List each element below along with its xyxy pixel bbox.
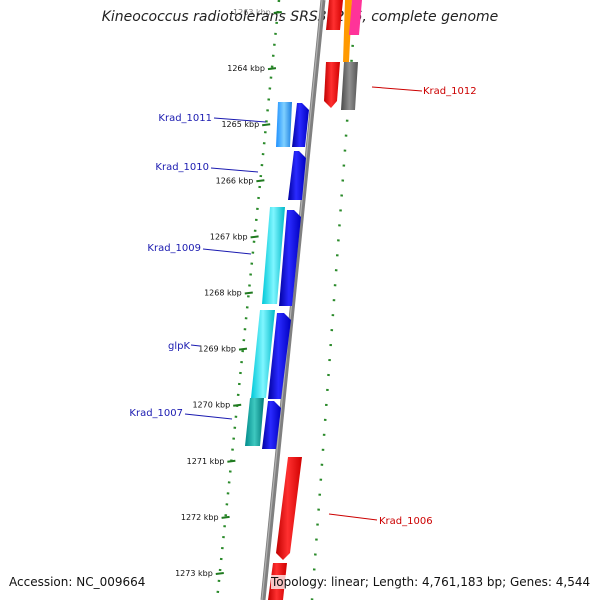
ruler-tick-label-1272: 1272 kbp [181, 513, 219, 522]
accession-text: Accession: NC_009664 [9, 575, 146, 589]
ruler-tick-label-1268: 1268 kbp [204, 289, 242, 298]
ruler-tick-1271 [227, 459, 236, 463]
gene-red-top[interactable] [326, 0, 343, 30]
ruler-tick-1266 [256, 179, 265, 183]
leader-krad-1011 [213, 117, 267, 123]
gene-label-glpk[interactable]: glpK [168, 341, 190, 352]
gene-blue-arrow-5[interactable] [262, 401, 281, 449]
gene-label-krad-1006[interactable]: Krad_1006 [379, 516, 433, 527]
gene-blue-arrow-3[interactable] [279, 210, 301, 306]
gene-krad-1009-feature[interactable] [262, 207, 285, 304]
leader-krad-1010 [210, 167, 259, 173]
leader-krad-1007 [184, 413, 233, 420]
gene-blue-arrow-4[interactable] [268, 313, 291, 399]
ruler-tick-label-1264: 1264 kbp [227, 64, 265, 73]
genome-backbone [260, 0, 326, 600]
ruler-tick-1268 [244, 291, 253, 295]
gene-glpk-feature[interactable] [251, 310, 275, 398]
gene-krad-1007-feature[interactable] [245, 398, 264, 446]
ruler-tick-label-1270: 1270 kbp [192, 401, 230, 410]
ruler-tick-1265 [262, 123, 271, 127]
genome-summary-text: Topology: linear; Length: 4,761,183 bp; … [271, 575, 591, 589]
ruler-tick-1269 [238, 347, 248, 351]
gene-krad-1011-feature[interactable] [276, 102, 292, 147]
leader-krad-1012 [371, 86, 423, 92]
leader-krad-1009 [202, 248, 252, 255]
left-dot-track [215, 0, 281, 600]
right-dot-track [310, 0, 358, 600]
ruler-tick-label-1271: 1271 kbp [187, 457, 225, 466]
gene-pink-top[interactable] [349, 0, 362, 35]
gene-krad-1006-feature[interactable] [276, 457, 302, 560]
gene-red-top-2[interactable] [324, 62, 340, 108]
gene-label-krad-1010[interactable]: Krad_1010 [155, 162, 209, 173]
map-title: Kineococcus radiotolerans SRS30216, comp… [101, 9, 499, 25]
ruler-tick-1267 [250, 235, 259, 239]
gene-label-krad-1011[interactable]: Krad_1011 [158, 113, 212, 124]
leader-glpk [190, 344, 201, 347]
ruler-tick-label-1273: 1273 kbp [175, 569, 213, 578]
ruler-tick-label-1266: 1266 kbp [216, 176, 254, 185]
ruler-tick-1264 [267, 67, 277, 71]
ruler-tick-1272 [221, 515, 230, 519]
ruler-tick-1273 [215, 572, 224, 575]
ruler-tick-label-1265: 1265 kbp [221, 120, 259, 129]
gene-blue-arrow-2[interactable] [288, 151, 306, 200]
ruler-ticks: 1263 kbp 1264 kbp 1265 kbp 1266 kbp 1267 kbp… [175, 8, 282, 578]
ruler-tick-1270 [233, 403, 242, 407]
gene-orange-top[interactable] [343, 0, 352, 62]
ruler-tick-label-1269: 1269 kbp [198, 345, 236, 354]
gene-label-krad-1009[interactable]: Krad_1009 [147, 243, 201, 254]
gene-blue-arrow-1[interactable] [292, 103, 309, 147]
gene-label-krad-1007[interactable]: Krad_1007 [129, 408, 183, 419]
leader-krad-1006 [328, 513, 378, 521]
ruler-tick-1263 [273, 11, 282, 14]
gene-krad-1012-feature[interactable] [341, 62, 358, 110]
gene-label-krad-1012[interactable]: Krad_1012 [423, 86, 477, 97]
ruler-tick-label-1267: 1267 kbp [210, 232, 248, 241]
ruler-tick-label-1263: 1263 kbp [233, 8, 271, 17]
